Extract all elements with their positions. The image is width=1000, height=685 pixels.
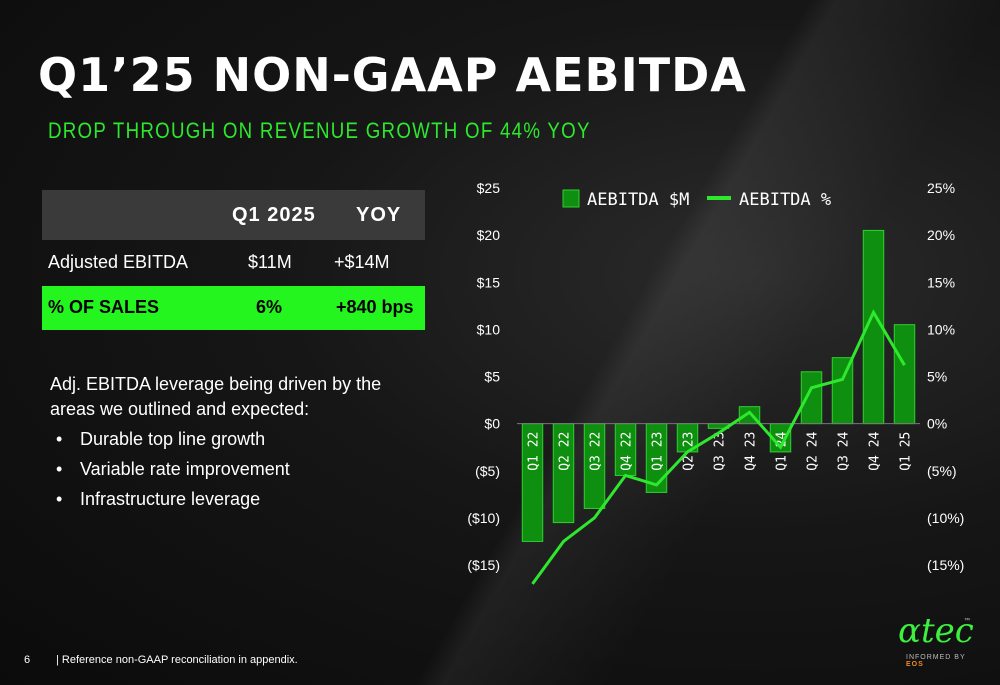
kpi-table: Q1 2025 YOY Adjusted EBITDA $11M +$14M %… [42, 190, 425, 330]
atec-logo: αtec ™ INFORMED BY EOS [898, 611, 974, 668]
category-label: Q1 24 [775, 431, 790, 470]
bullet-glyph: • [56, 459, 63, 479]
bar [831, 357, 854, 425]
bullet-text: Infrastructure leverage [80, 489, 261, 509]
category-label: Q1 23 [651, 432, 666, 471]
right-axis-tick-label: 0% [927, 416, 947, 432]
left-axis-tick-label: $25 [477, 180, 501, 196]
kpi-row-value: 6% [256, 297, 283, 317]
category-label: Q4 24 [868, 431, 883, 470]
kpi-row-label: % OF SALES [48, 297, 160, 317]
commentary-bullets: • Durable top line growth • Variable rate … [50, 424, 290, 514]
right-axis-tick-label: 20% [927, 227, 955, 243]
category-label: Q3 22 [589, 432, 604, 471]
kpi-header-yoy: YOY [356, 204, 402, 226]
category-label: Q3 24 [837, 431, 852, 470]
right-axis-tick-label: 25% [927, 180, 955, 196]
legend-label-bar: AEBITDA $M [587, 190, 689, 210]
kpi-header-q1-2025: Q1 2025 [232, 204, 316, 226]
category-label: Q2 22 [558, 432, 573, 471]
kpi-row-label: Adjusted EBITDA [48, 252, 189, 272]
category-label: Q4 22 [620, 432, 635, 471]
right-axis-tick-label: 5% [927, 369, 947, 385]
kpi-row-value: $11M [248, 252, 292, 272]
page-title: Q1’25 NON-GAAP AEBITDA [38, 48, 747, 102]
kpi-row-yoy: +840 bps [336, 297, 414, 317]
kpi-table-header: Q1 2025 YOY [42, 190, 425, 240]
kpi-row-yoy: +$14M [334, 252, 390, 272]
bar [893, 324, 916, 425]
bar [800, 371, 823, 425]
bullet-text: Durable top line growth [80, 429, 266, 449]
left-axis-tick-label: $0 [484, 416, 500, 432]
logo-tagline-text: INFORMED BY [906, 654, 966, 661]
category-label: Q1 22 [527, 432, 542, 471]
bullet-item: • Infrastructure leverage [50, 484, 290, 514]
bullet-glyph: • [56, 489, 63, 509]
left-axis-tick-label: $5 [484, 369, 500, 385]
logo-tm: ™ [964, 618, 970, 624]
logo-wordmark: αtec [898, 611, 974, 651]
aebitda-chart: $25 $20 $15 $10 $5 $0 ($5) ($10) ($15) 25% 20% 15% 1… [467, 180, 964, 585]
logo-tagline: INFORMED BY EOS [906, 654, 968, 668]
category-label: Q3 23 [713, 432, 728, 471]
commentary-lead: Adj. EBITDA leverage being driven by the… [50, 374, 382, 419]
category-label: Q4 23 [744, 432, 759, 471]
page-number: 6 [24, 654, 31, 666]
category-label: Q1 25 [899, 432, 914, 471]
legend-label-line: AEBITDA % [739, 190, 831, 210]
bullet-item: • Variable rate improvement [50, 454, 290, 484]
footnote: | Reference non-GAAP reconciliation in a… [56, 654, 298, 666]
legend-bar-swatch [562, 189, 580, 208]
kpi-row-percent-of-sales: % OF SALES 6% +840 bps [42, 286, 425, 330]
left-axis-tick-label: $10 [477, 321, 501, 337]
category-label: Q2 24 [806, 431, 821, 470]
left-axis-tick-label: ($15) [467, 557, 500, 573]
left-axis-tick-label: $15 [477, 274, 501, 290]
page-subtitle: DROP THROUGH ON REVENUE GROWTH OF 44% YO… [48, 118, 591, 143]
right-axis-tick-label: 10% [927, 321, 955, 337]
right-axis-tick-label: (15%) [927, 557, 964, 573]
bullet-item: • Durable top line growth [50, 424, 290, 454]
left-axis-tick-label: ($10) [467, 510, 500, 526]
kpi-row-adjusted-ebitda: Adjusted EBITDA $11M +$14M [42, 240, 425, 286]
left-axis-tick-label: ($5) [475, 463, 500, 479]
right-axis-tick-label: (5%) [927, 463, 957, 479]
logo-tagline-brand: EOS [906, 661, 924, 668]
right-axis-tick-label: 15% [927, 274, 955, 290]
left-axis-tick-label: $20 [477, 227, 501, 243]
bullet-glyph: • [56, 429, 63, 449]
bullet-text: Variable rate improvement [80, 459, 290, 479]
right-axis-tick-label: (10%) [927, 510, 964, 526]
